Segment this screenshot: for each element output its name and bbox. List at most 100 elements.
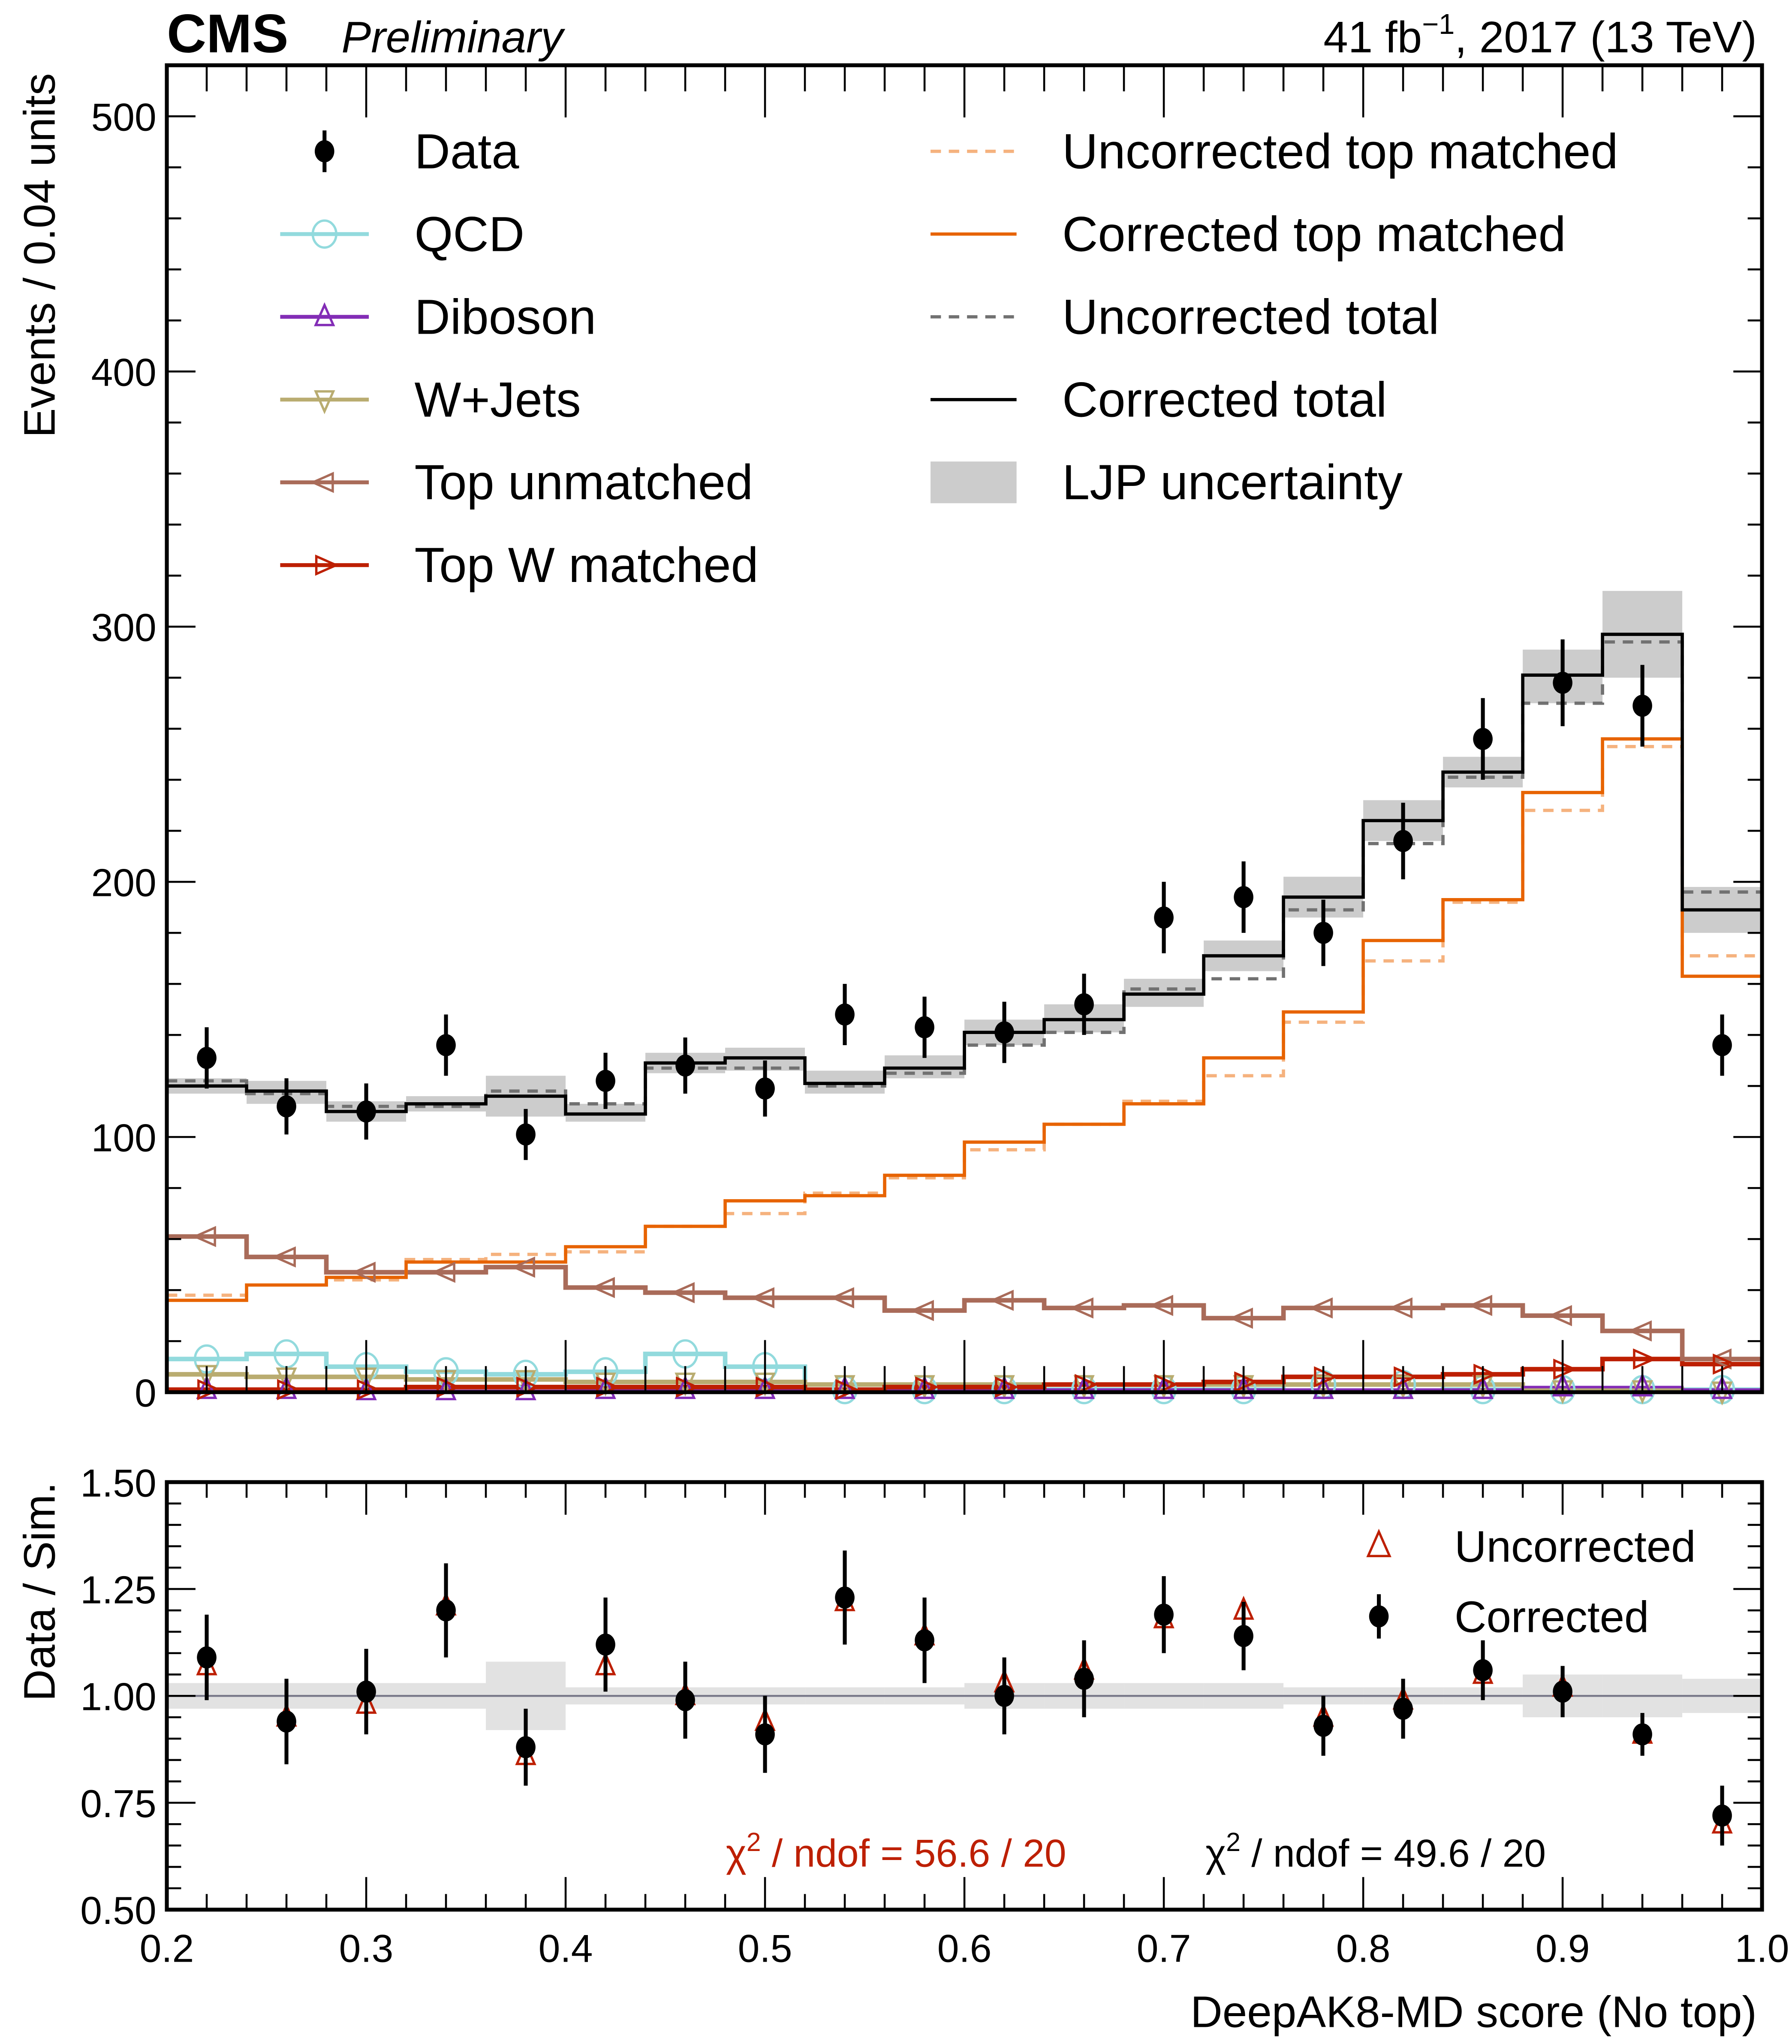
status-label: Preliminary bbox=[341, 12, 565, 62]
marker-triangle-left bbox=[1627, 1320, 1652, 1342]
lumi-suffix: , 2017 (13 TeV) bbox=[1455, 12, 1757, 62]
chi2-text: / ndof = 56.6 / 20 bbox=[761, 1831, 1066, 1875]
marker-triangle-left bbox=[310, 472, 334, 493]
marker-triangle-up bbox=[1313, 1375, 1334, 1399]
ratio-point-corrected bbox=[675, 1689, 695, 1712]
marker-triangle-left bbox=[1229, 1307, 1253, 1329]
experiment-label: CMS bbox=[167, 3, 289, 64]
hist-top-unmatched bbox=[167, 1234, 1762, 1362]
marker-triangle-down bbox=[196, 1365, 217, 1389]
legend-entry: Top unmatched bbox=[280, 455, 753, 510]
y-tick-label: 300 bbox=[91, 606, 157, 650]
ratio-point-corrected bbox=[1473, 1659, 1493, 1682]
ratio-y-tick-label: 0.50 bbox=[80, 1889, 156, 1932]
data-point bbox=[1154, 906, 1174, 929]
chi2-annotation: χ2 / ndof = 49.6 / 20 bbox=[1205, 1827, 1546, 1875]
legend-entry: Corrected top matched bbox=[931, 206, 1566, 262]
data-point bbox=[1712, 1034, 1732, 1056]
data-point bbox=[1553, 672, 1572, 694]
x-tick-label: 0.2 bbox=[140, 1926, 194, 1970]
legend-entry: W+Jets bbox=[280, 372, 581, 427]
marker-triangle-right bbox=[1633, 1348, 1657, 1370]
marker-triangle-left bbox=[271, 1246, 296, 1268]
ratio-point-corrected bbox=[1712, 1804, 1732, 1827]
ratio-point-corrected bbox=[277, 1710, 296, 1733]
legend-symbol-band bbox=[931, 461, 1017, 503]
marker-triangle-left bbox=[750, 1287, 774, 1308]
chi2-sup: 2 bbox=[747, 1827, 761, 1857]
legend-label: Top unmatched bbox=[414, 455, 753, 510]
legend-label: W+Jets bbox=[414, 372, 581, 427]
legend-label: Uncorrected top matched bbox=[1062, 124, 1618, 179]
marker-triangle-up bbox=[914, 1375, 935, 1399]
marker-triangle-up bbox=[196, 1375, 217, 1399]
marker-circle bbox=[311, 219, 337, 249]
main-markers bbox=[192, 1226, 1737, 1406]
ratio-y-axis-label: Data / Sim. bbox=[15, 1482, 64, 1701]
data-point bbox=[994, 1021, 1014, 1044]
marker-triangle-up bbox=[754, 1375, 776, 1399]
main-histograms bbox=[167, 633, 1762, 1393]
ratio-legend-label: Corrected bbox=[1455, 1592, 1649, 1641]
legend-entry: Top W matched bbox=[280, 537, 759, 593]
legend-label: Data bbox=[414, 124, 519, 179]
lumi-sup: −1 bbox=[1422, 8, 1455, 40]
marker-triangle-left bbox=[1468, 1295, 1492, 1316]
marker-triangle-right bbox=[1553, 1358, 1578, 1380]
legend-entry: Corrected total bbox=[931, 372, 1387, 427]
legend-label: Corrected total bbox=[1062, 372, 1387, 427]
ratio-y-tick-label: 1.25 bbox=[80, 1568, 156, 1612]
hist-uncorrected-top-matched bbox=[167, 745, 1762, 1297]
chi2-sup: 2 bbox=[1226, 1827, 1241, 1857]
x-tick-label: 0.5 bbox=[738, 1926, 792, 1970]
marker-triangle-up bbox=[1552, 1372, 1573, 1397]
marker-triangle-up bbox=[1366, 1528, 1391, 1557]
legend-entry: QCD bbox=[280, 206, 524, 262]
chi2-annotation: χ2 / ndof = 56.6 / 20 bbox=[726, 1827, 1066, 1875]
ratio-point-corrected bbox=[1154, 1604, 1174, 1626]
y-tick-label: 200 bbox=[91, 861, 157, 905]
marker-triangle-up bbox=[314, 302, 335, 326]
data-point bbox=[1632, 694, 1652, 717]
marker-triangle-up bbox=[1711, 1375, 1733, 1399]
ratio-point-corrected bbox=[436, 1599, 456, 1622]
legend-label: Diboson bbox=[414, 289, 596, 344]
marker-triangle-left bbox=[192, 1226, 216, 1247]
marker-triangle-left bbox=[431, 1261, 455, 1283]
ratio-point-corrected bbox=[1632, 1723, 1652, 1746]
ratio-point-corrected bbox=[596, 1633, 615, 1656]
y-tick-label: 100 bbox=[91, 1116, 157, 1160]
main-panel: 0 100 200 300 400 500 Events / 0.04 units Dat… bbox=[15, 63, 1764, 1415]
marker-triangle-up bbox=[276, 1375, 297, 1399]
ratio-point-corrected bbox=[835, 1586, 855, 1609]
ratio-y-tick-label: 0.75 bbox=[80, 1782, 156, 1826]
legend-label: Top W matched bbox=[414, 537, 758, 593]
y-tick-label: 0 bbox=[135, 1372, 157, 1415]
ratio-point-corrected bbox=[516, 1736, 536, 1758]
ratio-points bbox=[196, 1550, 1733, 1846]
marker-triangle-right bbox=[1234, 1371, 1259, 1393]
data-point bbox=[516, 1123, 536, 1146]
chi2-symbol: χ bbox=[1205, 1831, 1226, 1875]
hist-corrected-top-matched bbox=[167, 737, 1762, 1302]
marker-triangle-left bbox=[1548, 1305, 1572, 1326]
legend-label: LJP uncertainty bbox=[1062, 455, 1403, 510]
marker-triangle-left bbox=[1149, 1295, 1173, 1316]
marker-triangle-down bbox=[314, 390, 335, 414]
data-point bbox=[356, 1100, 376, 1123]
legend-label: Corrected top matched bbox=[1062, 206, 1566, 262]
data-point bbox=[277, 1095, 296, 1118]
data-point bbox=[1473, 728, 1493, 750]
data-point bbox=[596, 1070, 615, 1092]
x-tick-label: 0.8 bbox=[1336, 1926, 1391, 1970]
data-point bbox=[915, 1016, 934, 1039]
ratio-panel: 0.50 0.75 1.00 1.25 1.50 0.2 0.3 0.4 0.5 0.6 0.7 0.… bbox=[15, 1461, 1789, 2036]
marker-triangle-right bbox=[1713, 1353, 1737, 1375]
x-tick-label: 0.9 bbox=[1536, 1926, 1590, 1970]
marker-triangle-up bbox=[994, 1375, 1015, 1399]
ratio-legend-entry: Corrected bbox=[1369, 1592, 1649, 1641]
ratio-point-corrected bbox=[915, 1629, 934, 1652]
marker-triangle-up bbox=[1632, 1372, 1653, 1397]
chi2-text: / ndof = 49.6 / 20 bbox=[1241, 1831, 1546, 1875]
ratio-point-corrected bbox=[1074, 1667, 1094, 1690]
